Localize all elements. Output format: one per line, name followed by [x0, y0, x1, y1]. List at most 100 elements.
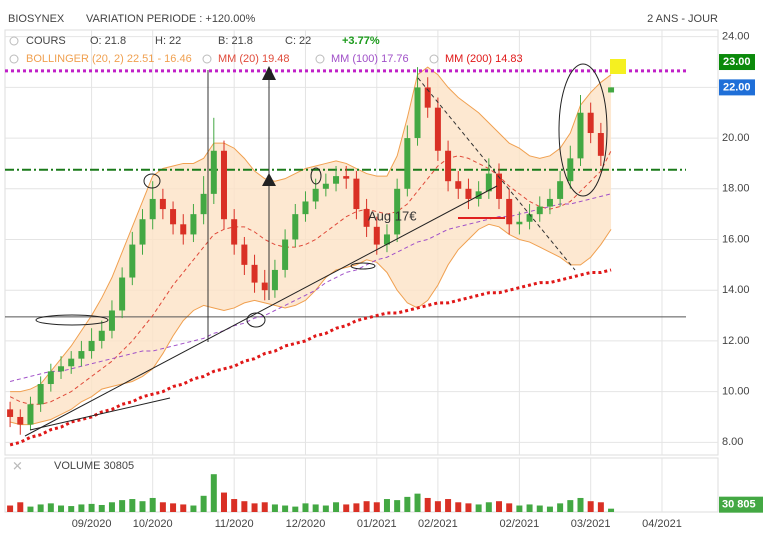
legend-open: O: 21.8 [90, 35, 126, 47]
volume-bar [27, 506, 34, 512]
x-tick-label: 02/2021 [418, 518, 458, 530]
volume-tag-label: 30 805 [722, 499, 756, 511]
volume-bar [445, 499, 452, 512]
candle-body [108, 310, 115, 331]
candle-body [302, 201, 309, 215]
moving-average [9, 268, 612, 447]
candle-body [68, 358, 75, 367]
volume-bar [414, 493, 421, 512]
x-tick-label: 09/2020 [72, 518, 112, 530]
y-tick-label: 8.00 [722, 436, 743, 448]
legend-icon [9, 36, 19, 46]
volume-bar [7, 505, 14, 512]
volume-bar [404, 496, 411, 512]
volume-bar [597, 502, 604, 512]
arrow-head [262, 66, 276, 80]
circle-mark [143, 173, 161, 189]
volume-bar [78, 504, 85, 512]
volume-bar [373, 502, 380, 512]
candle-body [526, 214, 533, 222]
candle-body [241, 244, 248, 265]
volume-bar [271, 504, 278, 512]
trend-line [417, 77, 576, 271]
candle-body [557, 181, 564, 199]
candle-body [210, 150, 217, 194]
y-tick-label: 18.00 [722, 183, 750, 195]
candle-body [485, 173, 492, 192]
volume-bar [394, 500, 401, 512]
trend-line [24, 185, 498, 437]
chart-title: BIOSYNEX [8, 13, 65, 25]
candle-body [536, 206, 543, 215]
candle-body [577, 112, 584, 159]
legend-high: H: 22 [155, 35, 181, 47]
candle-body [404, 138, 411, 189]
candle-body [516, 221, 523, 225]
candle-body [261, 282, 268, 291]
volume-bar [485, 502, 492, 512]
volume-bar [190, 505, 197, 512]
volume-bar [557, 503, 564, 512]
moving-average [9, 150, 612, 405]
x-tick-label: 11/2020 [215, 518, 254, 530]
volume-bar [98, 504, 105, 512]
volume-bar [220, 492, 227, 512]
legend-icon [429, 54, 439, 64]
header: BIOSYNEX VARIATION PERIODE : +120.00% 2 … [8, 13, 718, 474]
volume-bar [343, 504, 350, 512]
price-tag-label: 23.00 [723, 56, 751, 68]
y-tick-label: 16.00 [722, 233, 750, 245]
drawings: Aug 17€ [24, 59, 626, 437]
price-tag [719, 79, 755, 96]
candle-body [190, 214, 197, 235]
volume-bar [119, 500, 126, 512]
x-tick-label: 10/2020 [133, 518, 173, 530]
candle-body [353, 178, 360, 210]
candle-body [546, 198, 553, 207]
candle-body [312, 188, 319, 202]
volume-bar [17, 502, 24, 512]
volume-bar [546, 506, 553, 512]
annotation: Aug 17€ [368, 208, 417, 223]
candle-body [37, 384, 44, 405]
volume-bar [139, 501, 146, 512]
volume-bar [159, 502, 166, 512]
candle-body [119, 277, 126, 311]
candle-body [465, 188, 472, 199]
candle-body [587, 112, 594, 134]
volume-bar [251, 503, 258, 512]
volume-bar [282, 505, 289, 512]
candle-body [373, 226, 380, 245]
volume-bar [434, 501, 441, 512]
volume-bar [496, 501, 503, 512]
volume-bar [37, 504, 44, 512]
close-icon[interactable]: ✕ [12, 458, 23, 473]
candle-body [506, 198, 513, 225]
candle-body [414, 87, 421, 139]
legend-close: C: 22 [285, 35, 311, 47]
volume-bar [587, 501, 594, 512]
volume-bar [333, 502, 340, 512]
legend-series: MM (20) 19.48 [218, 53, 290, 65]
candle-body [363, 209, 370, 227]
volume-bar [108, 502, 115, 512]
volume-bar [58, 505, 65, 512]
volume-bar [526, 504, 533, 512]
y-tick-label: 10.00 [722, 386, 750, 398]
volume-bar [536, 505, 543, 512]
y-tick-label: 12.00 [722, 335, 750, 347]
candle-body [139, 219, 146, 245]
candle-body [58, 366, 65, 372]
volume-bar [608, 508, 615, 512]
candle-body [475, 191, 482, 199]
price-tag-label: 22.00 [723, 81, 751, 93]
volume-bar [455, 502, 462, 512]
candle-body [282, 239, 289, 270]
candle-body [98, 330, 105, 341]
bollinger-lower [9, 223, 612, 426]
candle-body [597, 133, 604, 156]
candle-body [159, 198, 166, 210]
candle-body [567, 158, 574, 182]
volume-bar [210, 474, 217, 512]
circle-mark [246, 312, 266, 328]
